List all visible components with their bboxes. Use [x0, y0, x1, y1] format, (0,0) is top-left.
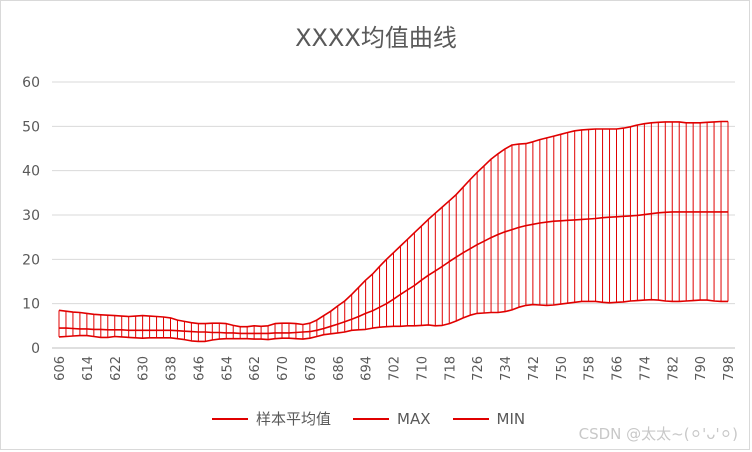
series-lines	[58, 120, 728, 343]
x-tick-label: 614	[81, 356, 96, 381]
x-tick-label: 606	[53, 356, 68, 381]
y-tick-label: 50	[22, 119, 40, 135]
x-tick-label: 726	[471, 356, 486, 381]
x-tick-label: 622	[109, 356, 124, 381]
x-tick-label: 638	[165, 356, 180, 381]
drop-lines	[58, 121, 729, 342]
legend-label: 样本平均值	[256, 410, 332, 428]
x-tick-label: 774	[638, 356, 653, 381]
legend-item-mean: 样本平均值	[212, 408, 331, 429]
y-tick-label: 30	[22, 208, 40, 224]
x-tick-label: 798	[722, 356, 737, 381]
x-tick-label: 694	[360, 356, 375, 381]
legend-swatch	[212, 417, 248, 420]
y-tick-label: 10	[22, 297, 40, 313]
y-tick-label: 60	[22, 75, 40, 91]
x-axis-ticks: 606 614 622 630 638 646 654 662 670 678 686 694 702 7…	[53, 356, 737, 381]
x-tick-label: 718	[443, 356, 458, 381]
x-tick-label: 790	[694, 356, 709, 381]
x-tick-label: 678	[304, 356, 319, 381]
legend-swatch	[353, 417, 390, 420]
y-tick-label: 20	[22, 252, 40, 268]
series-line	[59, 211, 728, 335]
x-tick-label: 630	[137, 356, 152, 381]
x-tick-label: 782	[666, 356, 681, 381]
x-tick-label: 686	[332, 356, 347, 381]
x-tick-label: 702	[388, 356, 403, 381]
legend: 样本平均值 MAX MIN	[212, 408, 525, 429]
legend-label: MAX	[397, 409, 431, 428]
x-tick-label: 670	[276, 356, 291, 381]
y-axis-ticks: 0 10 20 30 40 50 60	[22, 75, 40, 357]
x-tick-label: 766	[611, 356, 626, 381]
gridlines	[52, 81, 735, 349]
x-tick-label: 654	[220, 356, 235, 381]
legend-label: MIN	[496, 409, 526, 428]
y-tick-label: 40	[22, 164, 40, 180]
x-tick-label: 710	[415, 356, 430, 381]
x-tick-label: 734	[499, 356, 514, 381]
y-tick-label: 0	[31, 341, 40, 357]
legend-item-max: MAX	[353, 408, 431, 429]
watermark: CSDN @太太~(⚪'ᴗ'⚪)	[578, 425, 738, 443]
x-tick-label: 750	[555, 356, 570, 381]
x-tick-label: 758	[583, 356, 598, 381]
series-line	[58, 120, 728, 328]
x-tick-label: 742	[527, 356, 542, 381]
x-tick-label: 646	[192, 356, 207, 381]
series-line	[58, 298, 728, 343]
x-tick-label: 662	[248, 356, 263, 381]
legend-swatch	[452, 417, 489, 420]
chart-title: XXXX均值曲线	[295, 24, 457, 52]
legend-item-min: MIN	[452, 408, 526, 429]
